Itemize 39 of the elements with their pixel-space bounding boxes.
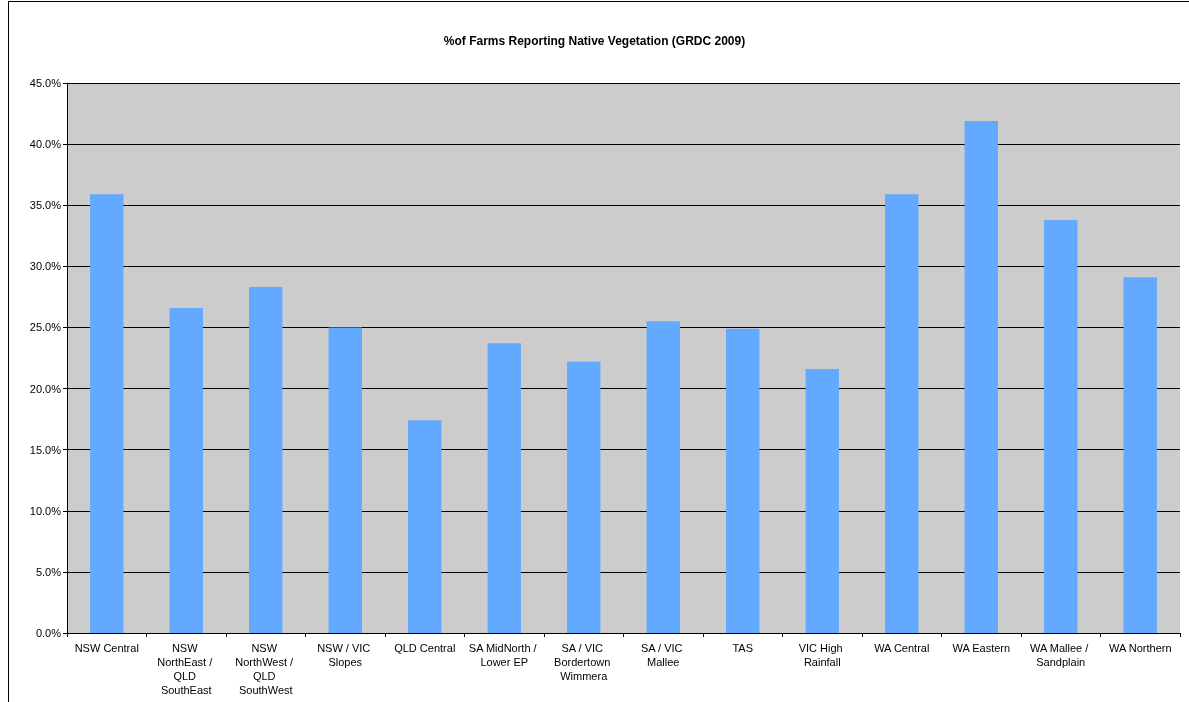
y-tick-label: 5.0% [35,565,62,578]
y-tick-label: 15.0% [29,443,62,456]
x-tick-label: VIC High Rainfall [798,642,846,668]
x-tick-label: NSW / VIC Slopes [317,642,374,668]
bar [567,361,601,633]
y-tick-label: 20.0% [29,382,62,395]
x-tick-label: TAS [732,642,754,654]
bar [328,327,362,633]
bar [1123,277,1157,633]
chart-title: %of Farms Reporting Native Vegetation (GRDC 2009) [443,34,746,48]
bar [885,194,919,633]
x-tick-label: WA Mallee / Sandplain [1030,642,1092,668]
bar [646,321,680,633]
y-tick-label: 45.0% [29,77,62,89]
bar [90,194,124,633]
bar [169,307,203,633]
bar [805,369,839,633]
bar [408,420,442,633]
x-tick-label: WA Eastern [952,642,1011,654]
x-tick-label: WA Central [874,642,930,654]
bar [249,287,283,633]
bar [487,343,521,633]
y-tick-label: 30.0% [29,260,62,273]
y-tick-label: 0.0% [35,627,62,639]
bar [964,120,998,633]
x-tick-label: SA / VIC Mallee [640,642,686,668]
x-tick-label: QLD Central [394,642,456,654]
x-tick-label: WA Northern [1108,642,1172,654]
x-tick-label: NSW NorthEast / QLD SouthEast [157,642,216,696]
y-tick-label: 25.0% [29,321,62,334]
x-tick-label: SA MidNorth / Lower EP [468,642,540,668]
x-tick-label: NSW Central [74,642,139,654]
x-tick-label: SA / VIC Bordertown Wimmera [554,642,614,682]
y-tick-label: 10.0% [29,504,62,517]
y-tick-label: 40.0% [29,138,62,151]
bar [726,328,760,633]
x-tick-label: NSW NorthWest / QLD SouthWest [235,642,297,696]
bar [1044,219,1078,633]
y-tick-label: 35.0% [29,199,62,212]
